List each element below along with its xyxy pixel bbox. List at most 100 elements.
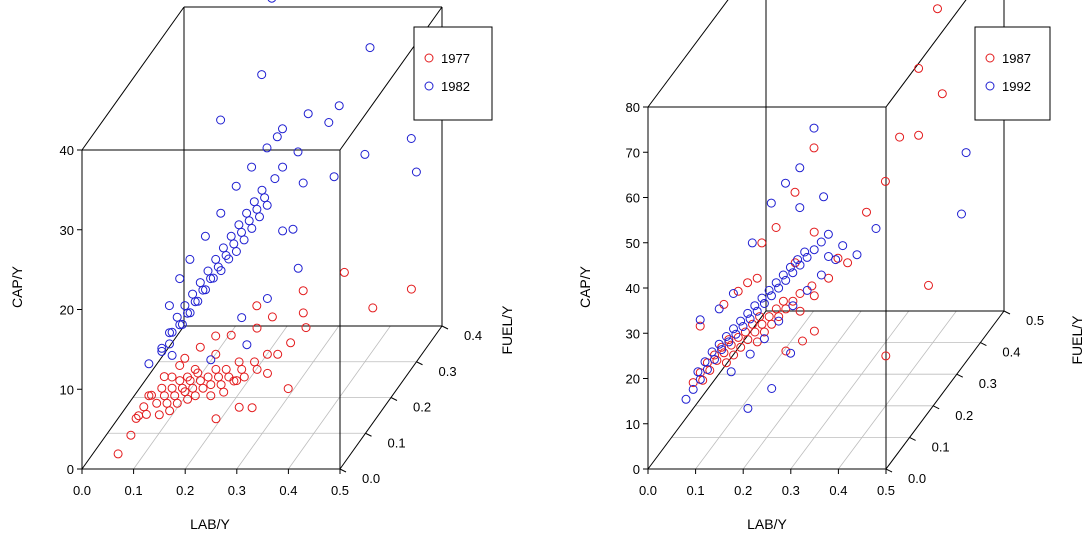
data-point — [778, 270, 788, 280]
data-point — [211, 254, 221, 264]
right-z-axis-title: CAP/Y — [577, 265, 593, 308]
data-point — [242, 208, 252, 218]
data-point — [924, 280, 933, 290]
right-floor-grid-line — [790, 310, 910, 470]
data-point — [895, 132, 905, 142]
left-y-tick — [339, 468, 347, 473]
data-point — [278, 124, 287, 134]
data-point — [729, 350, 739, 360]
data-point — [298, 308, 308, 318]
data-point — [695, 321, 705, 331]
data-point — [800, 247, 810, 257]
data-point — [719, 299, 729, 309]
data-point — [767, 384, 777, 393]
left-legend-label: 1977 — [441, 51, 470, 66]
data-point — [788, 296, 798, 306]
data-point — [224, 372, 234, 382]
data-point — [257, 185, 267, 195]
data-point — [781, 346, 791, 356]
data-point — [293, 263, 303, 273]
data-point — [819, 192, 829, 202]
data-point — [165, 339, 174, 349]
data-point — [681, 394, 691, 404]
data-point — [833, 253, 843, 263]
data-point — [211, 414, 221, 424]
right-z-tick-label: 0 — [633, 462, 640, 477]
right-box-edge — [647, 0, 729, 108]
data-point — [764, 285, 774, 295]
data-point — [293, 147, 303, 157]
data-point — [406, 284, 416, 294]
left-z-axis-title: CAP/Y — [9, 265, 25, 308]
data-point — [729, 324, 738, 334]
right-z-tick-label: 10 — [626, 417, 640, 432]
right-floor-grid-line — [695, 310, 814, 470]
data-point — [206, 380, 216, 390]
data-point — [247, 403, 257, 413]
right-y-tick — [956, 373, 964, 378]
data-point — [131, 413, 141, 423]
data-point — [795, 163, 805, 173]
data-point — [167, 372, 177, 382]
right-x-tick-label: 0.1 — [687, 483, 705, 498]
data-point — [211, 349, 221, 359]
data-point — [216, 380, 226, 390]
data-point — [219, 387, 229, 397]
right-floor-grid-line — [838, 310, 957, 470]
data-point — [767, 291, 776, 301]
data-point — [198, 383, 208, 393]
data-point — [733, 286, 743, 296]
right-y-tick — [980, 342, 987, 347]
data-point — [717, 345, 727, 355]
data-point — [195, 342, 205, 352]
data-point — [781, 275, 791, 285]
data-point — [252, 364, 262, 374]
left-y-tick-label: 0.1 — [388, 435, 406, 450]
right-x-axis-title: LAB/Y — [747, 516, 787, 532]
data-point — [244, 216, 254, 226]
data-point — [757, 238, 767, 248]
left-y-tick-label: 0.2 — [413, 400, 431, 415]
right-x-tick-label: 0.4 — [829, 483, 847, 498]
data-point — [278, 226, 288, 236]
data-point — [411, 167, 421, 177]
data-point — [750, 301, 760, 311]
data-point — [229, 376, 239, 386]
right-box-edge — [647, 310, 767, 470]
right-legend-marker — [985, 53, 995, 63]
data-point — [914, 130, 924, 140]
data-point — [252, 204, 262, 214]
data-point — [301, 323, 311, 333]
data-point — [802, 252, 812, 262]
data-point — [710, 350, 719, 360]
data-point — [710, 355, 719, 364]
right-y-tick — [885, 468, 893, 473]
data-point — [152, 398, 162, 408]
data-point — [252, 323, 262, 333]
data-point — [724, 335, 734, 345]
data-point — [267, 0, 276, 3]
data-point — [190, 391, 200, 401]
right-y-tick — [1003, 310, 1011, 315]
data-point — [226, 330, 236, 340]
data-point — [809, 291, 819, 301]
data-point — [757, 319, 767, 329]
data-point — [298, 286, 308, 296]
data-point — [771, 278, 781, 288]
left-legend-label: 1982 — [441, 79, 470, 94]
data-point — [113, 449, 123, 459]
data-point — [262, 349, 272, 359]
right-x-tick-label: 0.0 — [639, 483, 657, 498]
data-point — [206, 391, 216, 401]
data-point — [262, 143, 272, 153]
data-point — [249, 197, 259, 207]
data-point — [234, 402, 244, 412]
data-point — [750, 327, 760, 337]
data-point — [260, 193, 270, 203]
left-z-tick-label: 20 — [60, 303, 74, 318]
data-point — [167, 350, 177, 360]
data-point — [823, 229, 833, 239]
data-point — [193, 296, 203, 306]
data-point — [298, 178, 308, 188]
data-point — [185, 308, 195, 318]
